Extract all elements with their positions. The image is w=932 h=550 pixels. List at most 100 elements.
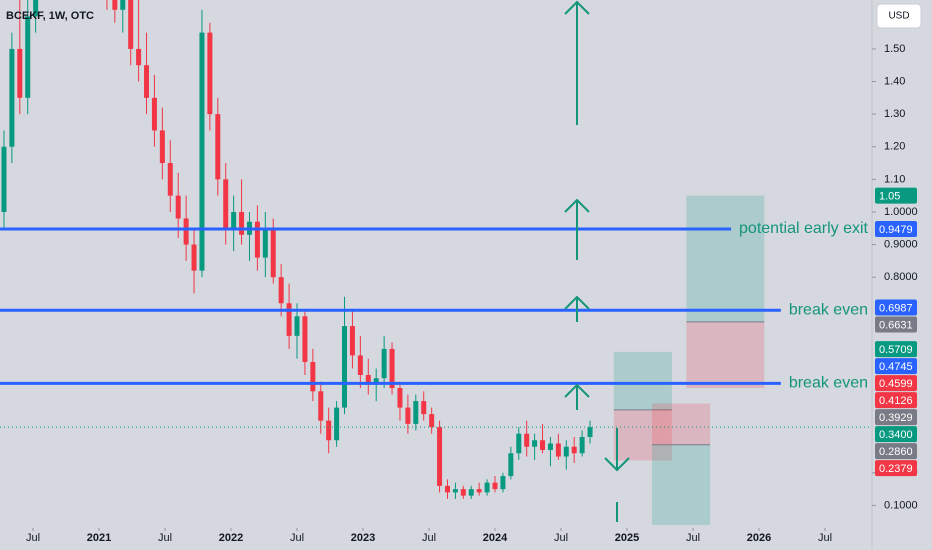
candle-body [452,489,458,493]
candle-body [151,97,157,131]
candle-body [444,485,450,493]
candle-body [381,348,387,379]
candle-body [563,446,569,457]
candle-body [286,303,292,336]
candle-body [492,482,498,490]
candle-body [571,446,577,454]
price-badge [875,409,917,426]
candle-body [128,0,134,49]
candle-body [365,375,371,385]
x-tick-label: 2023 [351,532,375,544]
candle-body [579,436,585,454]
candle-body [555,443,561,457]
y-tick-label: 1.30 [884,108,905,120]
x-tick-label: Jul [686,532,700,544]
level-annotation: break even [789,375,868,392]
currency-button[interactable] [876,3,922,29]
chart-title: BCEKF, 1W, OTC [6,10,94,22]
x-tick-label: 2021 [87,532,111,544]
currency-label[interactable]: USD [888,11,909,22]
candle-body [112,0,118,10]
candle-body [231,211,237,229]
y-tick-label: 1.20 [884,141,905,153]
candle-body [25,16,31,98]
price-badge [875,187,917,204]
target-zone [652,444,711,525]
candle-body [326,420,332,441]
candle-body [373,378,379,385]
candle-body [254,221,260,258]
price-badge [875,316,917,333]
candle-body [476,489,482,493]
price-badge [875,358,917,375]
y-tick-label: 0.9000 [884,238,918,250]
candle-body [413,401,419,424]
candle-body [437,427,443,486]
x-tick-label: 2025 [615,532,639,544]
target-zone [686,195,765,322]
x-tick-label: 2026 [747,532,771,544]
x-tick-label: Jul [290,532,304,544]
x-tick-label: Jul [26,532,40,544]
candle-body [1,146,7,212]
candle-body [349,326,355,356]
candle-body [262,228,268,258]
arrows [564,0,630,522]
x-tick-label: 2022 [219,532,243,544]
candle-body [144,65,150,98]
candle-body [159,130,165,164]
price-badge-label: 0.2860 [879,446,913,458]
price-badge [875,443,917,460]
price-badge [875,341,917,358]
level-annotation: break even [789,301,868,318]
price-badge [875,220,917,237]
candle-body [223,179,229,229]
candle-body [405,407,411,424]
candle-body [33,0,39,17]
x-tick-label: Jul [818,532,832,544]
candle-body [310,361,316,392]
candle-body [207,32,213,115]
candle-body [191,244,197,271]
price-badge [875,375,917,392]
price-badge-label: 0.6631 [879,319,913,331]
candle-body [468,489,474,496]
stop-zone [652,403,711,445]
y-tick-label: 1.0000 [884,206,918,218]
price-badge-label: 0.9479 [879,224,913,236]
candle-body [357,355,363,375]
price-badge-label: 0.3400 [879,429,913,441]
candle-body [120,0,126,10]
y-tick-label: 1.10 [884,173,905,185]
level-annotation: potential early exit [739,220,869,237]
candle-body [342,326,348,408]
price-badge-label: 1.05 [879,191,900,203]
candle-body [302,316,308,362]
x-tick-label: Jul [158,532,172,544]
stop-zone [613,409,672,461]
price-badge-label: 0.4599 [879,378,913,390]
x-tick-label: Jul [554,532,568,544]
y-tick-label: 0.8000 [884,271,918,283]
price-badge-label: 0.4126 [879,395,913,407]
candle-body [389,348,395,389]
y-tick-label: 1.40 [884,75,905,87]
candle-body [421,401,427,415]
candle-body [460,489,466,496]
price-badge [875,392,917,409]
candle-body [334,407,340,441]
candle-body [429,414,435,428]
candle-body [183,218,189,245]
candle-body [532,440,538,447]
candle-body [239,211,245,235]
target-zone [613,351,672,410]
price-badge-label: 0.6987 [879,302,913,314]
candle-body [508,453,514,477]
y-tick-label: 0.1000 [884,499,918,511]
candle-body [199,32,205,271]
candle-body [175,195,181,219]
candle-body [215,114,221,180]
x-tick-label: 2024 [483,532,508,544]
candle-body [540,440,546,450]
